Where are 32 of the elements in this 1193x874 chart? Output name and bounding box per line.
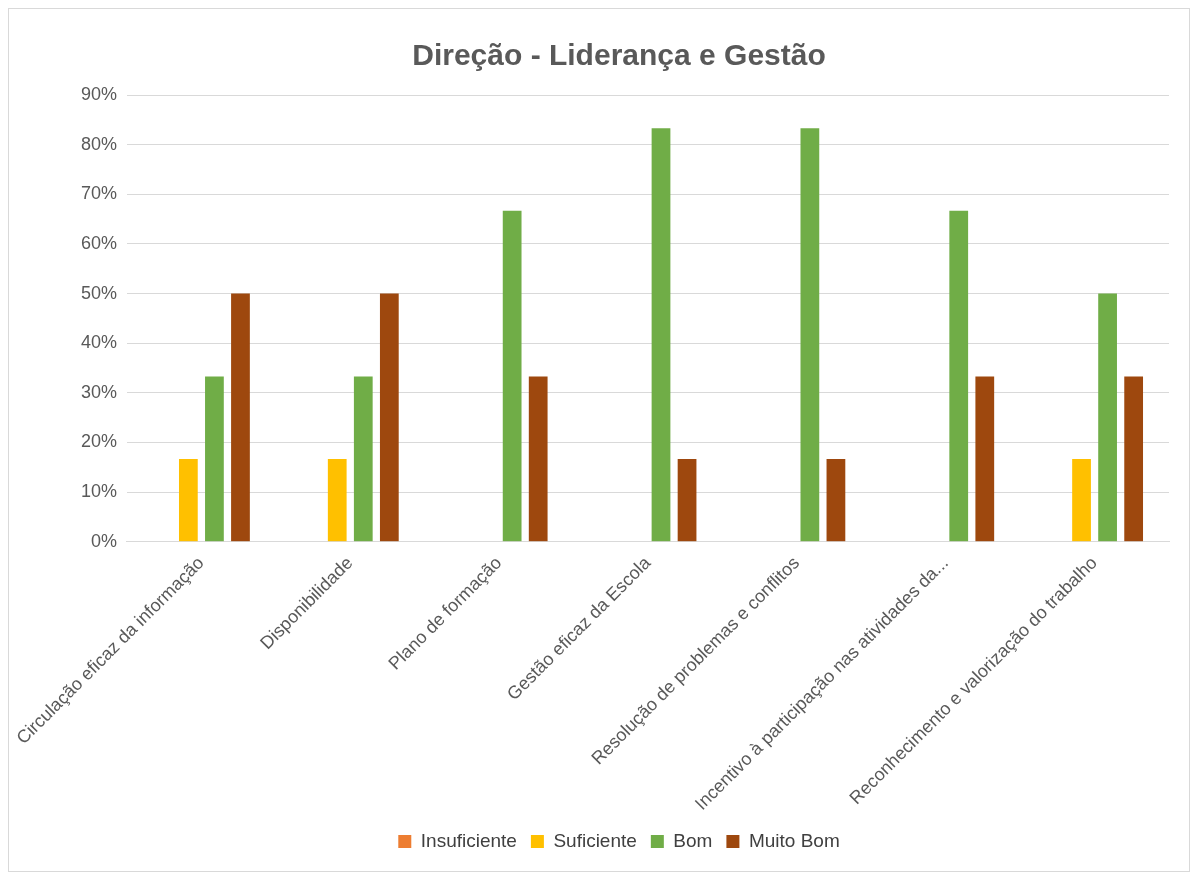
bar: [651, 128, 671, 542]
bar: [949, 210, 969, 542]
bar: [231, 293, 250, 542]
legend-label: Insuficiente: [420, 829, 517, 851]
y-tick-label: 70%: [80, 183, 117, 204]
bar: [205, 376, 224, 542]
bar: [379, 293, 399, 542]
legend-label: Bom: [673, 829, 713, 851]
bar: [178, 458, 198, 542]
y-tick-label: 20%: [80, 431, 117, 452]
bar: [353, 376, 373, 542]
bar: [528, 376, 548, 542]
bar: [800, 128, 820, 542]
y-tick-label: 50%: [80, 282, 117, 303]
y-tick-label: 30%: [80, 381, 117, 402]
bar: [1072, 458, 1091, 542]
y-tick-label: 10%: [80, 481, 117, 502]
legend-label: Muito Bom: [748, 829, 840, 851]
bar: [677, 458, 697, 542]
bar: [975, 376, 995, 542]
bar: [826, 458, 846, 542]
bar: [502, 210, 522, 542]
bar: [1098, 293, 1117, 542]
y-tick-label: 60%: [80, 232, 117, 253]
bar: [1124, 376, 1144, 542]
y-tick-label: 90%: [80, 83, 117, 104]
y-tick-label: 40%: [80, 332, 117, 353]
y-tick-label: 0%: [90, 530, 117, 551]
legend-label: Suficiente: [553, 829, 637, 851]
bar: [327, 458, 347, 542]
chart-title: Direção - Liderança e Gestão: [412, 38, 826, 72]
y-tick-label: 80%: [80, 133, 117, 154]
